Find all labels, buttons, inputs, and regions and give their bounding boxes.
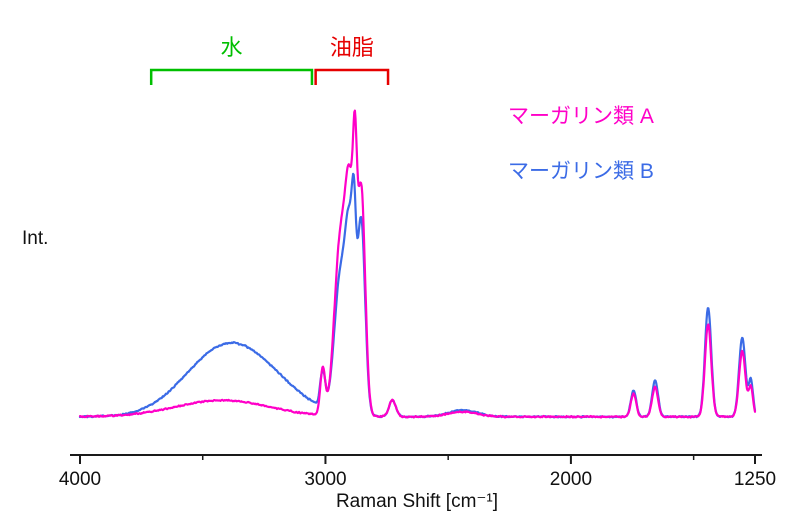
svg-text:2000: 2000 — [550, 469, 592, 490]
legend: マーガリン類 A マーガリン類 B — [508, 106, 654, 216]
svg-text:1250: 1250 — [734, 469, 776, 490]
annotation-water-label: 水 — [220, 35, 243, 60]
y-axis-label: Int. — [22, 228, 49, 249]
svg-text:4000: 4000 — [59, 469, 101, 490]
svg-text:3000: 3000 — [304, 469, 346, 490]
annotation-fat-label: 油脂 — [329, 35, 374, 60]
x-axis-label: Raman Shift [cm⁻¹] — [335, 491, 499, 512]
legend-series-b: マーガリン類 B — [508, 160, 654, 183]
legend-series-a: マーガリン類 A — [508, 105, 654, 128]
